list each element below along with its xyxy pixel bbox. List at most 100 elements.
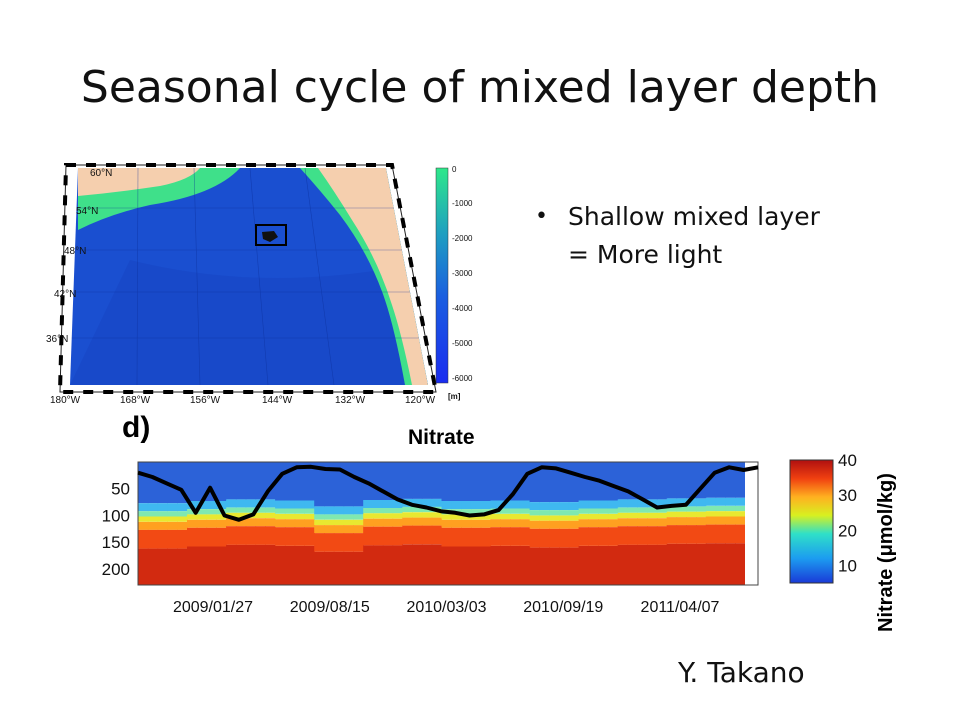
heatmap-cell <box>284 508 296 514</box>
heatmap-cell <box>725 543 736 585</box>
heatmap-cell <box>421 544 433 585</box>
bullet-item: = More light <box>568 240 723 269</box>
heatmap-cell <box>529 520 540 529</box>
heatmap-cell <box>666 498 678 507</box>
heatmap-cell <box>480 514 492 520</box>
heatmap-cell <box>196 527 208 547</box>
heatmap-cell <box>696 511 707 517</box>
lat-label: 42°N <box>54 289 76 300</box>
heatmap-cell <box>470 514 482 520</box>
colorbar-tick-label: 40 <box>838 451 857 470</box>
heatmap-cell <box>206 527 217 547</box>
heatmap-cell <box>451 527 462 547</box>
heatmap-cell <box>314 506 325 515</box>
heatmap-cell <box>568 502 580 511</box>
heatmap-cell <box>588 527 599 546</box>
heatmap-cell <box>666 525 678 544</box>
heatmap-cell <box>167 548 178 585</box>
heatmap-cell <box>696 525 707 544</box>
heatmap-cell <box>235 544 247 585</box>
heatmap-cell <box>226 518 237 527</box>
heatmap-cell <box>235 507 247 513</box>
heatmap-cell <box>735 497 746 506</box>
heatmap-cell <box>284 500 296 509</box>
heatmap-cell <box>549 520 560 529</box>
heatmap-cell <box>177 516 188 522</box>
heatmap-cell <box>676 462 687 499</box>
heatmap-cell <box>226 462 237 500</box>
heatmap-cell <box>666 511 678 517</box>
heatmap-cell <box>490 462 501 501</box>
heatmap-cell <box>304 462 315 501</box>
heatmap-cell <box>637 499 648 508</box>
heatmap-cell <box>539 520 550 529</box>
heatmap-cell <box>470 509 482 515</box>
heatmap-cell <box>451 514 462 520</box>
heatmap-cell <box>226 507 237 513</box>
heatmap-cell <box>265 526 276 545</box>
x-tick-label: 2010/09/19 <box>523 599 603 616</box>
heatmap-cell <box>451 519 462 528</box>
heatmap-cell <box>461 519 472 528</box>
x-tick-label: 2009/08/15 <box>290 599 370 616</box>
heatmap-cell <box>656 512 668 519</box>
heatmap-cell <box>559 502 570 511</box>
heatmap-cell <box>187 546 198 585</box>
heatmap-cell <box>686 525 697 544</box>
heatmap-cell <box>715 524 726 544</box>
heatmap-cell <box>568 462 580 503</box>
heatmap-cell <box>324 462 335 507</box>
heatmap-cell <box>392 526 403 546</box>
heatmap-cell <box>480 462 492 501</box>
heatmap-cell <box>656 526 668 545</box>
heatmap-cell <box>314 519 325 526</box>
y-tick-label: 200 <box>102 560 130 579</box>
heatmap-cell <box>304 513 315 520</box>
heatmap-cell <box>353 525 364 534</box>
heatmap-cell <box>382 462 394 500</box>
heatmap-cell <box>333 533 345 552</box>
heatmap-cell <box>157 521 168 530</box>
heatmap-cell <box>696 517 707 526</box>
heatmap-cell <box>637 462 648 500</box>
heatmap-cell <box>402 525 413 545</box>
heatmap-cell <box>490 519 501 528</box>
heatmap-cell <box>637 512 648 519</box>
heatmap-cell <box>333 514 345 520</box>
heatmap-cell <box>421 462 433 499</box>
lon-label: 180°W <box>50 395 81 406</box>
heatmap-cell <box>578 500 589 509</box>
heatmap-cell <box>412 498 423 507</box>
heatmap-cell <box>187 527 198 547</box>
heatmap-cell <box>392 545 403 585</box>
heatmap-cell <box>431 512 443 518</box>
heatmap-cell <box>245 499 257 508</box>
colorbar-unit: [m] <box>448 392 461 401</box>
heatmap-cell <box>157 548 168 585</box>
lon-label: 156°W <box>190 395 221 406</box>
heatmap-cell <box>147 503 159 512</box>
heatmap-cell <box>255 507 266 513</box>
heatmap-cell <box>431 525 443 545</box>
heatmap-cell <box>705 516 717 525</box>
heatmap-cell <box>245 526 257 545</box>
heatmap-cell <box>549 502 560 511</box>
heatmap-cell <box>284 513 296 520</box>
heatmap-cell <box>324 506 335 515</box>
heatmap-cell <box>235 462 247 500</box>
heatmap-cell <box>138 548 149 585</box>
heatmap-cell <box>275 527 286 546</box>
heatmap-cell <box>510 500 521 509</box>
plot-frame <box>137 461 759 586</box>
heatmap-cell <box>510 508 521 514</box>
heatmap-cell <box>206 462 217 501</box>
heatmap-cell <box>705 505 717 512</box>
heatmap-cell <box>421 512 433 518</box>
lon-label: 132°W <box>335 395 366 406</box>
mld-series-line <box>137 464 759 522</box>
heatmap-cell <box>216 462 227 501</box>
heatmap-cell <box>510 462 521 501</box>
heatmap-cell <box>167 503 178 512</box>
heatmap-cell <box>343 525 354 534</box>
author-credit: Y. Takano <box>678 656 805 689</box>
